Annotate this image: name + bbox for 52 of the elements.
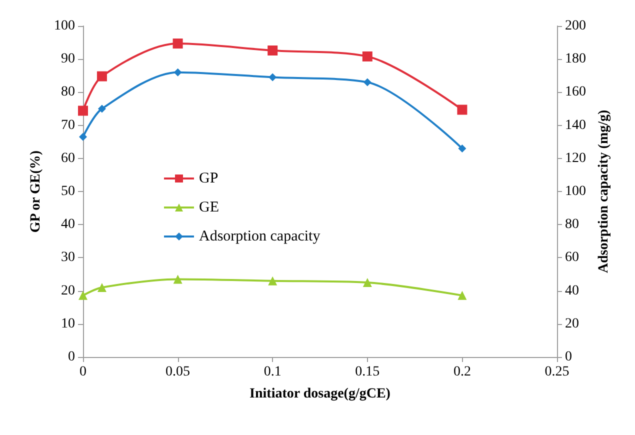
y-tick-label: 60 [61, 150, 75, 166]
y-tick-label: 50 [61, 184, 75, 199]
x-tick-label: 0.1 [264, 364, 282, 380]
point [458, 144, 466, 152]
y2-tick-label: 160 [565, 84, 586, 100]
y-tick-label: 100 [54, 18, 75, 34]
y2-axis-title: Adsorption capacity (mg/g) [596, 110, 612, 274]
point [363, 78, 372, 86]
x-tick-label: 0.25 [544, 364, 570, 380]
y2-tick-label: 20 [565, 316, 579, 332]
x-axis-title: Initiator dosage(g/gCE) [250, 386, 391, 402]
y-tick-label: 20 [61, 283, 75, 298]
x-tick-label: 0.15 [355, 364, 380, 380]
point [172, 38, 183, 49]
point [78, 106, 88, 116]
y-tick-label: 0 [68, 350, 75, 364]
x-tick-label: 0.2 [453, 364, 471, 380]
point [173, 274, 182, 284]
y-tick-label: 10 [61, 316, 75, 332]
y-tick-label: 30 [61, 250, 75, 266]
point [362, 278, 372, 288]
y-tick-label: 90 [61, 52, 75, 67]
y2-tick-label: 60 [565, 250, 579, 266]
y2-tick-label: 80 [565, 217, 579, 232]
legend-label: Adsorption capacity [199, 228, 321, 244]
point [174, 68, 182, 76]
y2-tick-label: 180 [565, 52, 586, 67]
point [78, 290, 88, 300]
y2-tick-label: 0 [565, 350, 572, 364]
y2-tick-label: 140 [565, 118, 586, 133]
y-tick-label: 80 [61, 84, 75, 100]
legend-label: GP [199, 170, 218, 186]
y2-tick-label: 40 [565, 283, 579, 298]
legend-label: GE [199, 200, 219, 216]
y-tick-label: 70 [61, 118, 75, 133]
point [97, 282, 106, 292]
point [268, 276, 278, 286]
y-tick-label: 40 [61, 217, 75, 232]
x-tick-label: 0 [80, 364, 86, 380]
point [268, 73, 277, 82]
point [96, 71, 107, 82]
point [457, 104, 468, 115]
y2-tick-label: 120 [565, 150, 586, 166]
point [362, 51, 372, 62]
y-axis-title: GP or GE(%) [28, 150, 44, 233]
point [79, 132, 87, 141]
y2-tick-label: 100 [565, 184, 586, 199]
point [98, 104, 106, 113]
point [458, 290, 467, 300]
x-tick-label: 0.05 [166, 364, 190, 380]
point [268, 45, 278, 56]
y2-tick-label: 200 [565, 18, 586, 34]
